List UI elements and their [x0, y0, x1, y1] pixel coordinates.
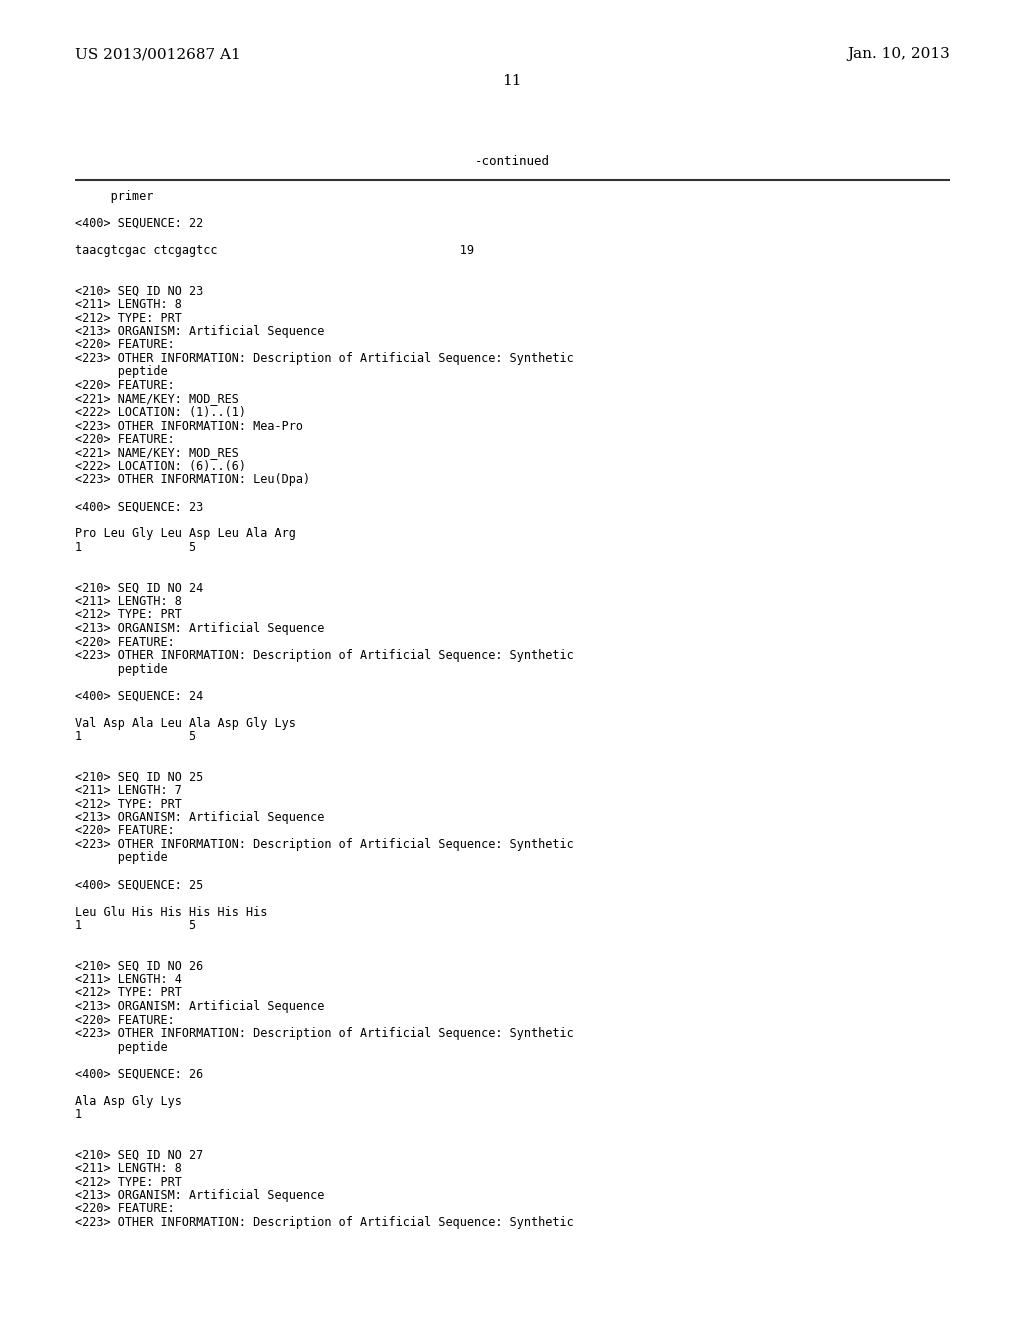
Text: <223> OTHER INFORMATION: Leu(Dpa): <223> OTHER INFORMATION: Leu(Dpa): [75, 474, 310, 487]
Text: <221> NAME/KEY: MOD_RES: <221> NAME/KEY: MOD_RES: [75, 446, 239, 459]
Text: 1               5: 1 5: [75, 730, 197, 743]
Text: <220> FEATURE:: <220> FEATURE:: [75, 338, 175, 351]
Text: <220> FEATURE:: <220> FEATURE:: [75, 433, 175, 446]
Text: US 2013/0012687 A1: US 2013/0012687 A1: [75, 48, 241, 61]
Text: <210> SEQ ID NO 26: <210> SEQ ID NO 26: [75, 960, 203, 973]
Text: taacgtcgac ctcgagtcc                                  19: taacgtcgac ctcgagtcc 19: [75, 244, 474, 257]
Text: <212> TYPE: PRT: <212> TYPE: PRT: [75, 312, 182, 325]
Text: <220> FEATURE:: <220> FEATURE:: [75, 379, 175, 392]
Text: <211> LENGTH: 7: <211> LENGTH: 7: [75, 784, 182, 797]
Text: <210> SEQ ID NO 23: <210> SEQ ID NO 23: [75, 285, 203, 297]
Text: 1               5: 1 5: [75, 541, 197, 554]
Text: <400> SEQUENCE: 26: <400> SEQUENCE: 26: [75, 1068, 203, 1081]
Text: peptide: peptide: [75, 851, 168, 865]
Text: <211> LENGTH: 8: <211> LENGTH: 8: [75, 595, 182, 609]
Text: <212> TYPE: PRT: <212> TYPE: PRT: [75, 986, 182, 999]
Text: <223> OTHER INFORMATION: Description of Artificial Sequence: Synthetic: <223> OTHER INFORMATION: Description of …: [75, 838, 573, 851]
Text: <223> OTHER INFORMATION: Mea-Pro: <223> OTHER INFORMATION: Mea-Pro: [75, 420, 303, 433]
Text: <400> SEQUENCE: 22: <400> SEQUENCE: 22: [75, 216, 203, 230]
Text: Leu Glu His His His His His: Leu Glu His His His His His: [75, 906, 267, 919]
Text: <210> SEQ ID NO 24: <210> SEQ ID NO 24: [75, 582, 203, 594]
Text: <222> LOCATION: (1)..(1): <222> LOCATION: (1)..(1): [75, 407, 246, 418]
Text: <212> TYPE: PRT: <212> TYPE: PRT: [75, 797, 182, 810]
Text: <223> OTHER INFORMATION: Description of Artificial Sequence: Synthetic: <223> OTHER INFORMATION: Description of …: [75, 649, 573, 663]
Text: Ala Asp Gly Lys: Ala Asp Gly Lys: [75, 1094, 182, 1107]
Text: <400> SEQUENCE: 23: <400> SEQUENCE: 23: [75, 500, 203, 513]
Text: <223> OTHER INFORMATION: Description of Artificial Sequence: Synthetic: <223> OTHER INFORMATION: Description of …: [75, 352, 573, 366]
Text: <220> FEATURE:: <220> FEATURE:: [75, 635, 175, 648]
Text: <212> TYPE: PRT: <212> TYPE: PRT: [75, 1176, 182, 1188]
Text: <220> FEATURE:: <220> FEATURE:: [75, 825, 175, 837]
Text: -continued: -continued: [474, 154, 550, 168]
Text: <212> TYPE: PRT: <212> TYPE: PRT: [75, 609, 182, 622]
Text: <400> SEQUENCE: 24: <400> SEQUENCE: 24: [75, 689, 203, 702]
Text: 11: 11: [502, 74, 522, 88]
Text: <210> SEQ ID NO 25: <210> SEQ ID NO 25: [75, 771, 203, 784]
Text: <213> ORGANISM: Artificial Sequence: <213> ORGANISM: Artificial Sequence: [75, 325, 325, 338]
Text: <210> SEQ ID NO 27: <210> SEQ ID NO 27: [75, 1148, 203, 1162]
Text: Pro Leu Gly Leu Asp Leu Ala Arg: Pro Leu Gly Leu Asp Leu Ala Arg: [75, 528, 296, 540]
Text: <211> LENGTH: 8: <211> LENGTH: 8: [75, 1162, 182, 1175]
Text: <220> FEATURE:: <220> FEATURE:: [75, 1203, 175, 1216]
Text: peptide: peptide: [75, 366, 168, 379]
Text: <222> LOCATION: (6)..(6): <222> LOCATION: (6)..(6): [75, 459, 246, 473]
Text: <213> ORGANISM: Artificial Sequence: <213> ORGANISM: Artificial Sequence: [75, 1189, 325, 1203]
Text: Val Asp Ala Leu Ala Asp Gly Lys: Val Asp Ala Leu Ala Asp Gly Lys: [75, 717, 296, 730]
Text: primer: primer: [75, 190, 154, 203]
Text: Jan. 10, 2013: Jan. 10, 2013: [847, 48, 950, 61]
Text: peptide: peptide: [75, 1040, 168, 1053]
Text: <213> ORGANISM: Artificial Sequence: <213> ORGANISM: Artificial Sequence: [75, 1001, 325, 1012]
Text: <213> ORGANISM: Artificial Sequence: <213> ORGANISM: Artificial Sequence: [75, 810, 325, 824]
Text: <211> LENGTH: 8: <211> LENGTH: 8: [75, 298, 182, 312]
Text: <223> OTHER INFORMATION: Description of Artificial Sequence: Synthetic: <223> OTHER INFORMATION: Description of …: [75, 1216, 573, 1229]
Text: 1               5: 1 5: [75, 919, 197, 932]
Text: <213> ORGANISM: Artificial Sequence: <213> ORGANISM: Artificial Sequence: [75, 622, 325, 635]
Text: <223> OTHER INFORMATION: Description of Artificial Sequence: Synthetic: <223> OTHER INFORMATION: Description of …: [75, 1027, 573, 1040]
Text: <211> LENGTH: 4: <211> LENGTH: 4: [75, 973, 182, 986]
Text: 1: 1: [75, 1107, 82, 1121]
Text: peptide: peptide: [75, 663, 168, 676]
Text: <221> NAME/KEY: MOD_RES: <221> NAME/KEY: MOD_RES: [75, 392, 239, 405]
Text: <220> FEATURE:: <220> FEATURE:: [75, 1014, 175, 1027]
Text: <400> SEQUENCE: 25: <400> SEQUENCE: 25: [75, 879, 203, 891]
